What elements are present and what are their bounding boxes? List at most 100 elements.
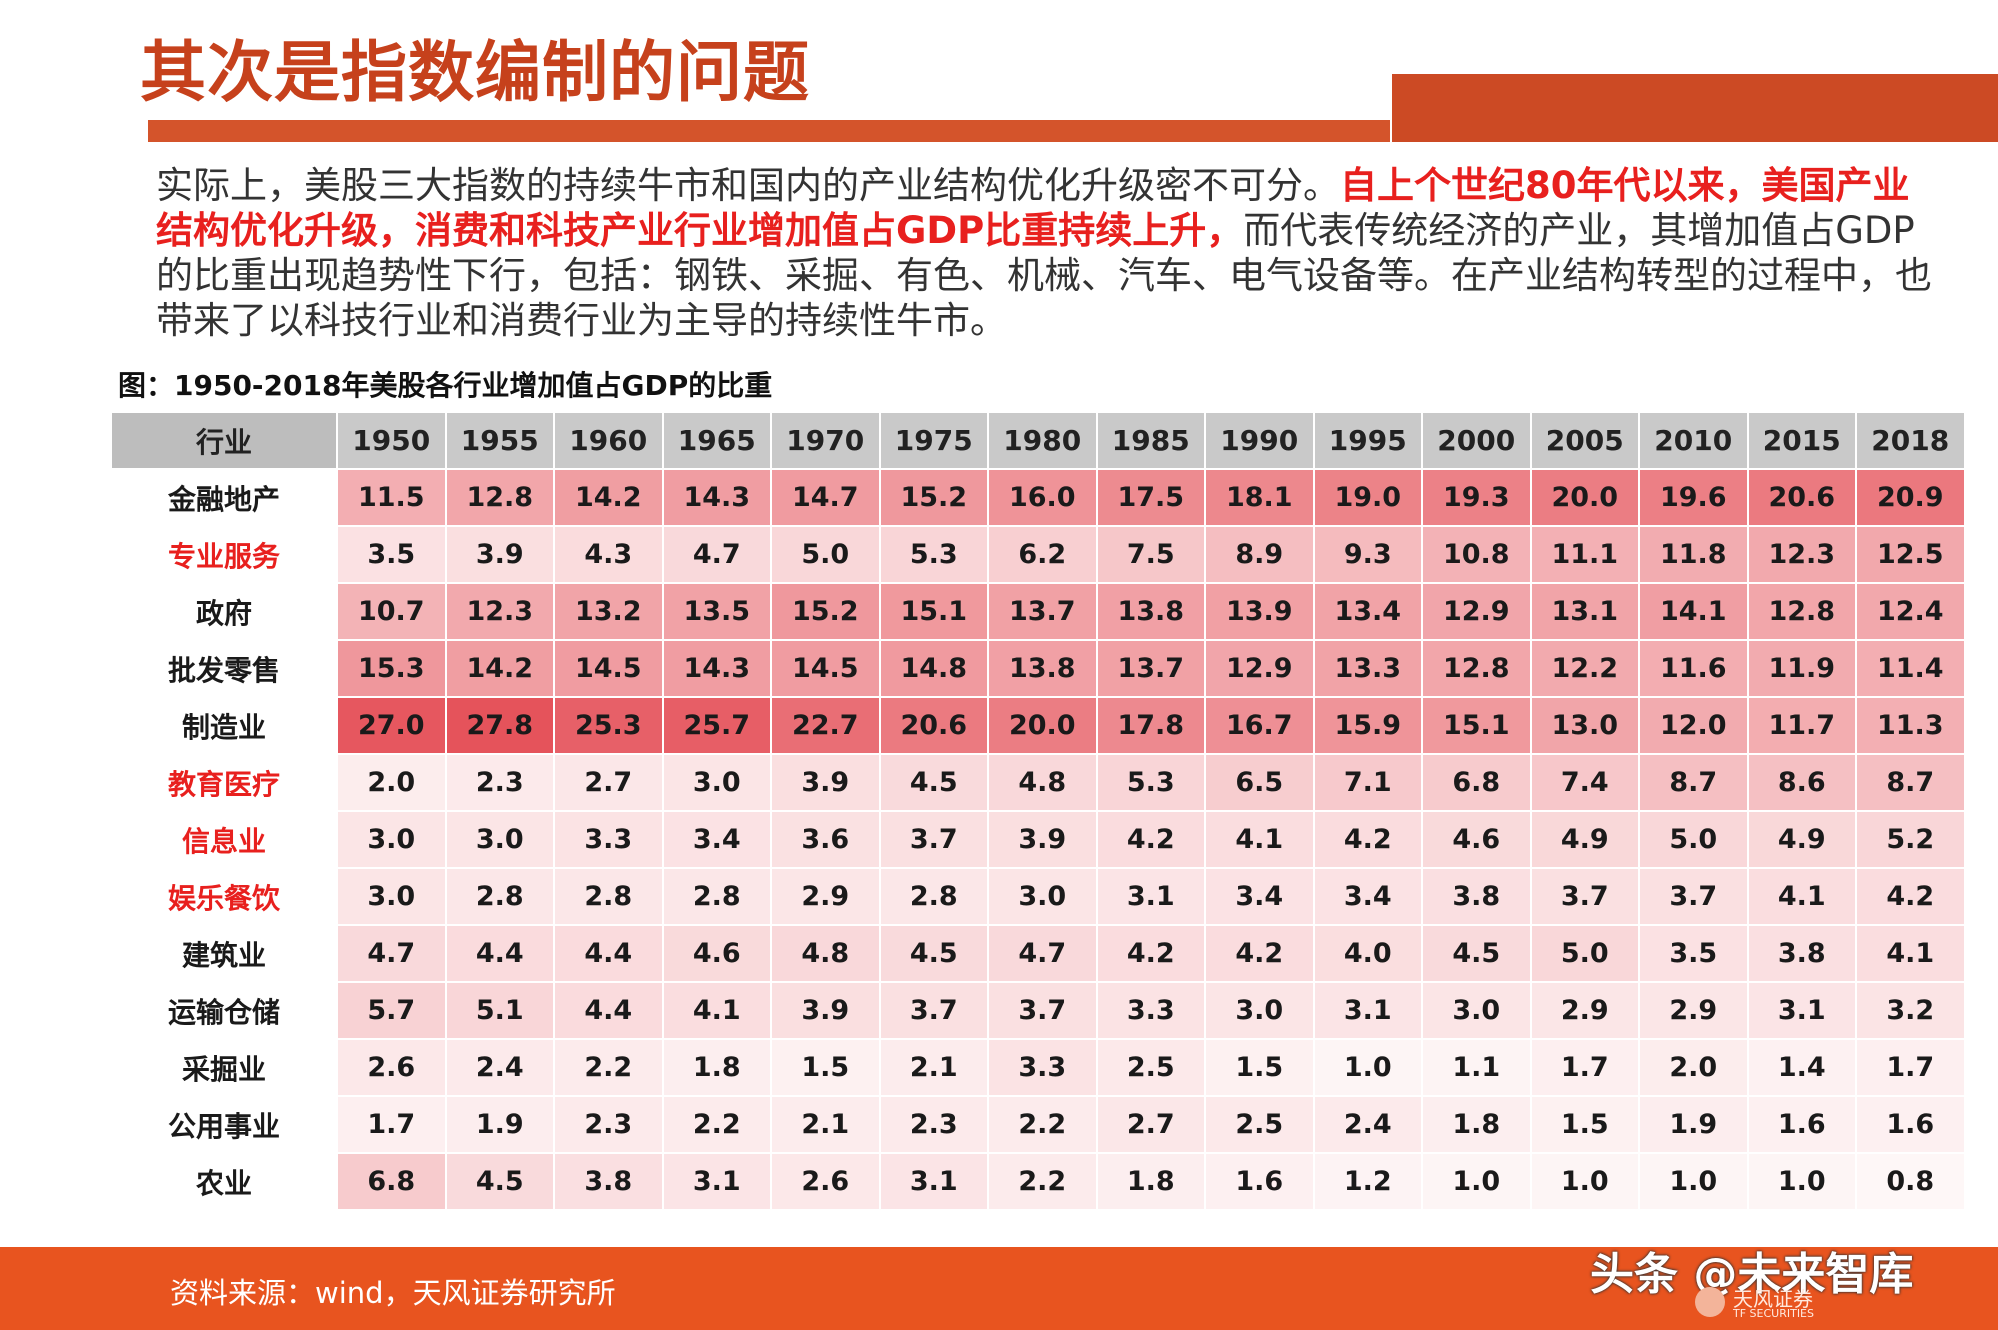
table-cell: 11.1 xyxy=(1531,527,1638,582)
table-cell: 15.3 xyxy=(338,641,445,696)
table-cell: 2.9 xyxy=(772,869,879,924)
table-cell: 3.7 xyxy=(1640,869,1747,924)
table-cell: 12.9 xyxy=(1206,641,1313,696)
table-cell: 14.5 xyxy=(772,641,879,696)
table-cell: 12.0 xyxy=(1640,698,1747,753)
table-cell: 2.4 xyxy=(1314,1097,1421,1152)
table-cell: 4.1 xyxy=(663,983,770,1038)
table-cell: 4.5 xyxy=(446,1154,553,1209)
table-cell: 3.5 xyxy=(338,527,445,582)
table-cell: 20.9 xyxy=(1857,470,1964,525)
table-cell: 3.8 xyxy=(1423,869,1530,924)
table-cell: 20.6 xyxy=(1748,470,1855,525)
table-row: 政府 10.7 12.3 13.2 13.5 15.2 15.1 13.7 13.8 13.9 13… xyxy=(112,584,1964,639)
table-cell: 10.8 xyxy=(1423,527,1530,582)
table-cell: 15.1 xyxy=(880,584,987,639)
table-cell: 3.1 xyxy=(1748,983,1855,1038)
table-row: 教育医疗 2.0 2.3 2.7 3.0 3.9 4.5 4.8 5.3 6.5 7.1 6.8 7.4… xyxy=(112,755,1964,810)
table-cell: 3.8 xyxy=(555,1154,662,1209)
table-body: 金融地产 11.5 12.8 14.2 14.3 14.7 15.2 16.0 17.5 18.1… xyxy=(112,470,1964,1209)
table-cell: 2.9 xyxy=(1531,983,1638,1038)
header-year: 2000 xyxy=(1423,413,1530,468)
table-cell: 4.7 xyxy=(663,527,770,582)
page-title: 其次是指数编制的问题 xyxy=(140,34,810,111)
table-cell: 3.3 xyxy=(555,812,662,867)
table-cell: 13.2 xyxy=(555,584,662,639)
table-cell: 3.4 xyxy=(1314,869,1421,924)
table-cell: 6.8 xyxy=(338,1154,445,1209)
table-cell: 4.7 xyxy=(338,926,445,981)
table-cell: 4.8 xyxy=(989,755,1096,810)
table-row: 公用事业 1.7 1.9 2.3 2.2 2.1 2.3 2.2 2.7 2.5 2.4 1.8 1.5… xyxy=(112,1097,1964,1152)
table-cell: 3.4 xyxy=(663,812,770,867)
table-cell: 2.9 xyxy=(1640,983,1747,1038)
header-year: 2018 xyxy=(1857,413,1964,468)
table-cell: 3.0 xyxy=(338,812,445,867)
table-cell: 14.7 xyxy=(772,470,879,525)
source-note: 资料来源：wind，天风证券研究所 xyxy=(170,1276,616,1310)
table-cell: 4.6 xyxy=(663,926,770,981)
table-cell: 4.2 xyxy=(1314,812,1421,867)
table-cell: 5.1 xyxy=(446,983,553,1038)
table-cell: 2.1 xyxy=(772,1097,879,1152)
table-cell: 12.8 xyxy=(1748,584,1855,639)
table-cell: 1.5 xyxy=(1206,1040,1313,1095)
table-cell: 4.4 xyxy=(555,926,662,981)
header-year: 1990 xyxy=(1206,413,1313,468)
footer-bar xyxy=(0,1247,1998,1330)
row-label: 运输仓储 xyxy=(112,983,336,1038)
table-cell: 1.9 xyxy=(1640,1097,1747,1152)
table-cell: 1.8 xyxy=(1097,1154,1204,1209)
table-cell: 14.8 xyxy=(880,641,987,696)
table-row: 金融地产 11.5 12.8 14.2 14.3 14.7 15.2 16.0 17.5 18.1… xyxy=(112,470,1964,525)
table-cell: 9.3 xyxy=(1314,527,1421,582)
table-cell: 20.0 xyxy=(1531,470,1638,525)
table-cell: 12.3 xyxy=(1748,527,1855,582)
table-cell: 13.3 xyxy=(1314,641,1421,696)
table-cell: 5.3 xyxy=(880,527,987,582)
table-cell: 5.3 xyxy=(1097,755,1204,810)
table-cell: 2.2 xyxy=(989,1154,1096,1209)
table-cell: 6.2 xyxy=(989,527,1096,582)
table-cell: 3.9 xyxy=(989,812,1096,867)
title-underline-bar xyxy=(148,120,1390,142)
watermark-text: 头条 @未来智库 xyxy=(1590,1249,1914,1300)
company-logo: 天风证券 TF SECURITIES xyxy=(1695,1283,1895,1323)
table-cell: 4.2 xyxy=(1857,869,1964,924)
table-cell: 3.1 xyxy=(663,1154,770,1209)
table-cell: 2.1 xyxy=(880,1040,987,1095)
table-cell: 3.0 xyxy=(663,755,770,810)
table-cell: 11.6 xyxy=(1640,641,1747,696)
table-row: 娱乐餐饮 3.0 2.8 2.8 2.8 2.9 2.8 3.0 3.1 3.4 3.4 3.8 3.7… xyxy=(112,869,1964,924)
table-cell: 1.4 xyxy=(1748,1040,1855,1095)
table-cell: 4.7 xyxy=(989,926,1096,981)
table-cell: 2.0 xyxy=(1640,1040,1747,1095)
table-caption: 图：1950-2018年美股各行业增加值占GDP的比重 xyxy=(118,369,773,402)
table-cell: 2.6 xyxy=(772,1154,879,1209)
table-cell: 12.2 xyxy=(1531,641,1638,696)
row-label: 娱乐餐饮 xyxy=(112,869,336,924)
table-cell: 11.3 xyxy=(1857,698,1964,753)
row-label: 农业 xyxy=(112,1154,336,1209)
table-cell: 2.6 xyxy=(338,1040,445,1095)
table-cell: 25.3 xyxy=(555,698,662,753)
table-cell: 6.5 xyxy=(1206,755,1313,810)
table-cell: 13.8 xyxy=(1097,584,1204,639)
table-cell: 1.2 xyxy=(1314,1154,1421,1209)
table-cell: 14.1 xyxy=(1640,584,1747,639)
table-row: 采掘业 2.6 2.4 2.2 1.8 1.5 2.1 3.3 2.5 1.5 1.0 1.1 1.7 2… xyxy=(112,1040,1964,1095)
table-cell: 1.7 xyxy=(1531,1040,1638,1095)
table-cell: 17.8 xyxy=(1097,698,1204,753)
intro-highlight-text: 自上个世纪80年代以来，美国产业结构优化升级，消费和科技产业行业增加值占GDP比… xyxy=(156,164,1910,252)
table-cell: 7.5 xyxy=(1097,527,1204,582)
table-cell: 8.7 xyxy=(1857,755,1964,810)
header-year: 2015 xyxy=(1748,413,1855,468)
table-cell: 3.4 xyxy=(1206,869,1313,924)
table-cell: 1.6 xyxy=(1857,1097,1964,1152)
row-label: 批发零售 xyxy=(112,641,336,696)
table-cell: 3.6 xyxy=(772,812,879,867)
table-cell: 11.4 xyxy=(1857,641,1964,696)
table-cell: 3.9 xyxy=(772,755,879,810)
table-cell: 5.0 xyxy=(1640,812,1747,867)
table-cell: 1.1 xyxy=(1423,1040,1530,1095)
